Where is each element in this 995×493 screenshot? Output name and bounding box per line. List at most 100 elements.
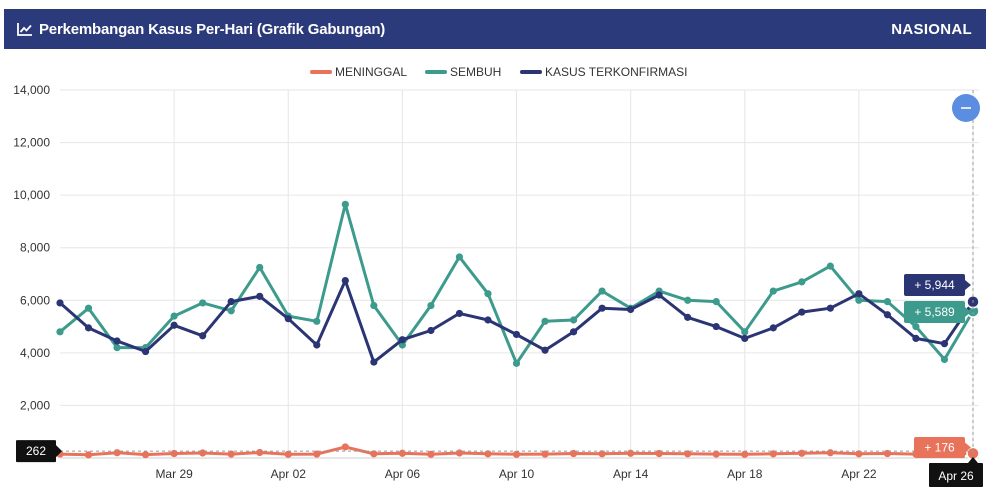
legend-label: MENINGGAL xyxy=(335,65,407,79)
data-point[interactable] xyxy=(284,450,292,458)
data-point[interactable] xyxy=(826,449,834,457)
data-point[interactable] xyxy=(855,290,863,298)
tooltip-kasus-text: + 5,944 xyxy=(914,278,955,292)
data-point[interactable] xyxy=(199,449,207,457)
data-point[interactable] xyxy=(256,292,264,300)
data-point[interactable] xyxy=(655,291,663,299)
data-point[interactable] xyxy=(569,328,578,336)
data-point[interactable] xyxy=(769,324,777,332)
data-point[interactable] xyxy=(883,449,892,458)
series-sembuh xyxy=(56,200,980,367)
data-point[interactable] xyxy=(398,341,406,349)
data-point[interactable] xyxy=(256,448,264,457)
data-point[interactable] xyxy=(598,287,606,295)
data-point[interactable] xyxy=(569,316,578,324)
data-point[interactable] xyxy=(712,298,720,306)
data-point[interactable] xyxy=(455,309,464,318)
data-point[interactable] xyxy=(84,304,93,312)
data-point[interactable] xyxy=(56,328,64,336)
data-point[interactable] xyxy=(455,253,464,261)
data-point[interactable] xyxy=(141,347,150,356)
data-point[interactable] xyxy=(912,322,920,331)
data-point[interactable] xyxy=(313,450,321,458)
data-point[interactable] xyxy=(398,336,406,344)
data-point[interactable] xyxy=(798,278,806,286)
data-point[interactable] xyxy=(56,299,64,307)
data-point[interactable] xyxy=(370,358,378,366)
data-point[interactable] xyxy=(370,301,378,310)
data-point[interactable] xyxy=(826,262,834,270)
data-point[interactable] xyxy=(712,322,720,331)
data-point[interactable] xyxy=(741,450,749,458)
data-point[interactable] xyxy=(484,290,492,298)
data-point[interactable] xyxy=(940,340,949,348)
data-point[interactable] xyxy=(598,450,606,458)
data-point[interactable] xyxy=(712,450,720,458)
data-point[interactable] xyxy=(227,307,235,315)
data-point[interactable] xyxy=(227,298,235,306)
data-point[interactable] xyxy=(84,451,93,459)
data-point[interactable] xyxy=(541,346,549,354)
data-point[interactable] xyxy=(883,311,892,319)
legend-item[interactable]: SEMBUH xyxy=(425,65,501,79)
data-point[interactable] xyxy=(569,449,578,458)
chart-header: Perkembangan Kasus Per-Hari (Grafik Gabu… xyxy=(4,9,986,49)
legend-item[interactable]: KASUS TERKONFIRMASI xyxy=(520,65,687,79)
legend-item[interactable]: MENINGGAL xyxy=(310,65,407,79)
data-point[interactable] xyxy=(912,334,920,342)
data-point[interactable] xyxy=(313,317,321,325)
data-point[interactable] xyxy=(113,337,121,345)
data-point[interactable] xyxy=(199,299,207,307)
data-point[interactable] xyxy=(370,450,378,458)
data-point[interactable] xyxy=(284,315,292,323)
page-title: Perkembangan Kasus Per-Hari (Grafik Gabu… xyxy=(39,20,386,38)
data-point[interactable] xyxy=(256,263,264,272)
data-point[interactable] xyxy=(170,312,178,320)
data-point[interactable] xyxy=(512,359,521,367)
series-group xyxy=(56,200,980,461)
data-point[interactable] xyxy=(855,296,863,304)
data-point[interactable] xyxy=(427,301,435,310)
data-point[interactable] xyxy=(541,450,549,458)
data-point[interactable] xyxy=(427,326,435,335)
data-point[interactable] xyxy=(655,449,663,458)
data-point[interactable] xyxy=(113,344,121,352)
data-point[interactable] xyxy=(741,334,749,342)
data-point[interactable] xyxy=(427,450,435,458)
data-point[interactable] xyxy=(598,304,606,312)
data-point[interactable] xyxy=(684,296,692,304)
data-point[interactable] xyxy=(84,324,93,332)
data-point[interactable] xyxy=(484,316,492,324)
data-point[interactable] xyxy=(227,450,235,458)
legend[interactable]: MENINGGAL SEMBUH KASUS TERKONFIRMASI xyxy=(310,65,687,79)
data-point[interactable] xyxy=(940,355,949,364)
data-point[interactable] xyxy=(341,276,349,285)
x-tick-label: Apr 02 xyxy=(271,467,307,481)
data-point[interactable] xyxy=(141,450,150,459)
data-point[interactable] xyxy=(826,304,834,312)
crosshair-y-text: 262 xyxy=(26,444,46,458)
data-point[interactable] xyxy=(170,449,178,458)
data-point[interactable] xyxy=(455,449,464,457)
data-point[interactable] xyxy=(313,341,321,349)
data-point[interactable] xyxy=(855,450,863,458)
data-point[interactable] xyxy=(199,332,207,340)
data-point[interactable] xyxy=(341,200,349,208)
data-point[interactable] xyxy=(684,450,692,458)
data-point[interactable] xyxy=(113,449,121,457)
data-point[interactable] xyxy=(769,450,777,458)
data-point[interactable] xyxy=(769,287,777,295)
data-point[interactable] xyxy=(541,317,549,325)
data-point[interactable] xyxy=(484,450,492,458)
data-point[interactable] xyxy=(512,330,521,339)
data-point[interactable] xyxy=(627,305,635,314)
data-point[interactable] xyxy=(512,450,521,458)
data-point[interactable] xyxy=(798,308,806,316)
data-point[interactable] xyxy=(684,313,692,321)
zoom-out-button[interactable] xyxy=(952,94,980,122)
data-point[interactable] xyxy=(341,443,349,451)
data-point[interactable] xyxy=(741,328,749,336)
data-point[interactable] xyxy=(883,298,892,306)
data-point[interactable] xyxy=(170,321,178,329)
